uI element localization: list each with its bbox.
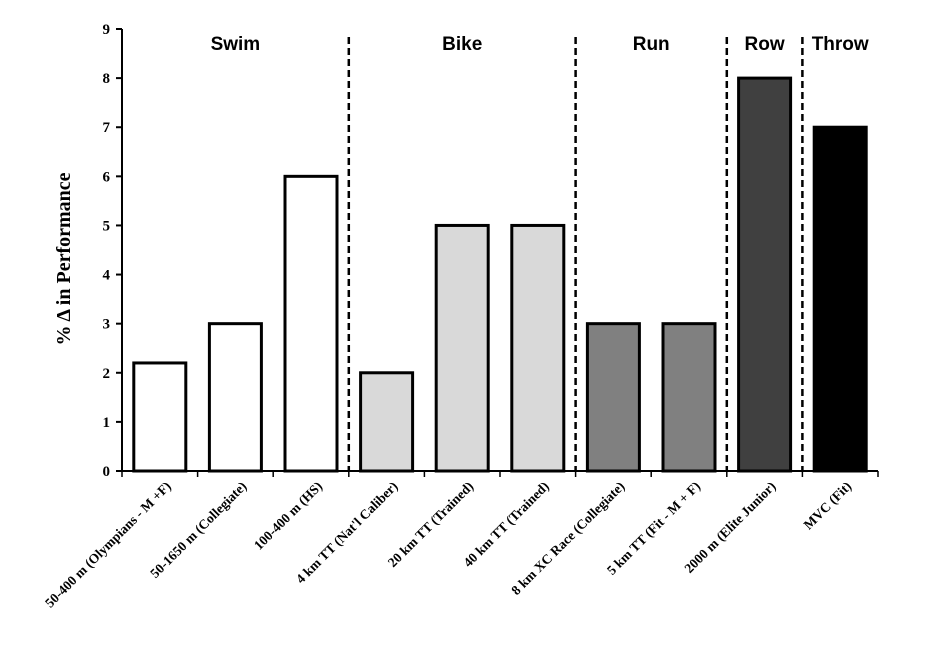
group-label: Run [633,34,670,55]
y-tick-label: 5 [103,218,111,234]
group-label: Throw [812,34,869,55]
bar [132,361,188,473]
bar [737,76,793,473]
y-tick-label: 2 [103,366,111,382]
bar [812,125,868,473]
bar [359,371,415,473]
y-tick-label: 9 [103,22,111,38]
y-tick-label: 6 [103,169,111,185]
y-tick-label: 7 [103,120,111,136]
y-tick-label: 1 [103,415,111,431]
x-tick-label: 50-400 m (Olympians - M +F) [42,479,174,611]
group-label: Row [745,34,785,55]
bar [585,322,641,473]
bar [510,223,566,473]
bar [434,223,490,473]
group-label: Swim [211,34,261,55]
y-tick-label: 8 [103,71,111,87]
y-tick-label: 4 [103,268,111,284]
x-tick-label: MVC (Fit) [801,479,855,533]
bar [661,322,717,473]
group-label: Bike [442,34,482,55]
y-tick-label: 3 [103,317,111,333]
bar [283,174,339,473]
x-tick-label: 100-400 m (HS) [251,479,325,553]
y-axis-title: % Δ in Performance [53,172,75,345]
y-tick-label: 0 [103,464,111,480]
bar [207,322,263,473]
